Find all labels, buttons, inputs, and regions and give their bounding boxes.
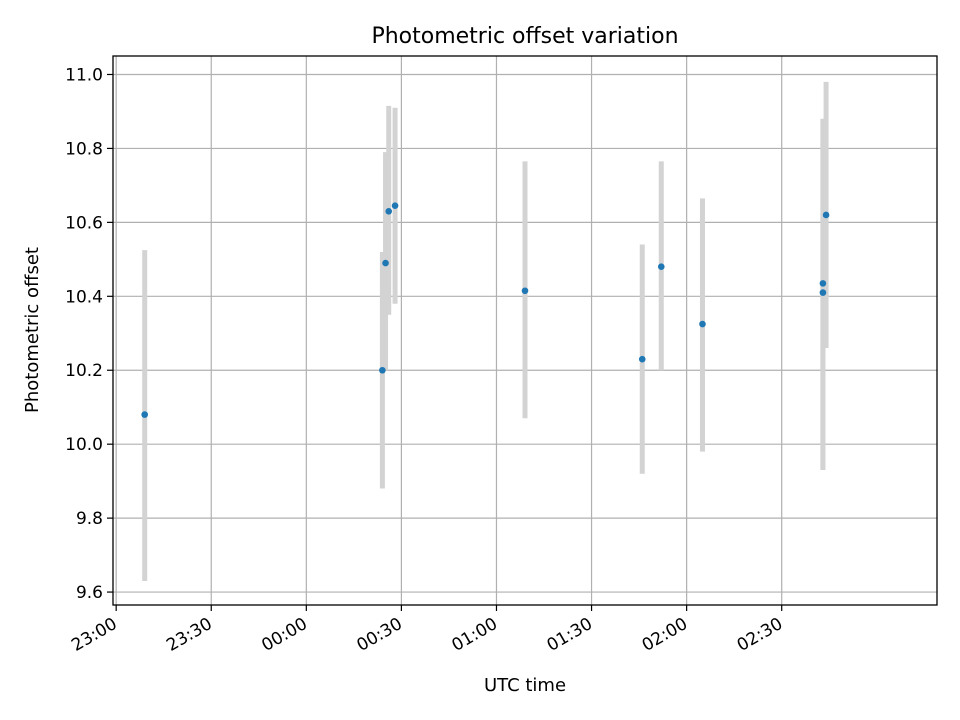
data-point <box>379 366 386 374</box>
point-layer <box>141 202 830 418</box>
y-tick-label: 9.8 <box>76 509 103 529</box>
data-point <box>385 207 393 215</box>
y-tick-label: 10.0 <box>65 435 103 455</box>
data-point <box>382 259 389 267</box>
x-tick-label: 01:30 <box>544 614 596 656</box>
data-point <box>819 280 827 287</box>
y-tick-label: 10.2 <box>65 361 103 381</box>
y-tick-label: 10.8 <box>65 139 103 159</box>
y-tick-label: 11.0 <box>65 65 103 85</box>
data-point <box>822 211 830 219</box>
data-point <box>391 202 399 210</box>
x-tick-label: 02:30 <box>734 614 786 656</box>
y-axis: 9.6 9.8 10.0 10.2 10.4 10.6 10.8 11.0 <box>65 65 113 603</box>
plot-frame <box>112 55 938 606</box>
chart-title: Photometric offset variation <box>371 24 678 49</box>
data-point <box>638 355 646 363</box>
errorbar-layer <box>142 81 829 581</box>
y-axis-label: Photometric offset <box>22 247 43 413</box>
y-tick-label: 9.6 <box>76 583 103 603</box>
data-point <box>141 411 148 418</box>
y-tick-label: 10.4 <box>65 287 103 307</box>
x-tick-label: 00:00 <box>258 614 310 656</box>
data-point <box>699 320 706 328</box>
data-point <box>657 263 665 271</box>
data-point <box>819 289 827 296</box>
x-axis: 23:00 23:30 00:00 00:30 01:00 01:30 02:00 02:30 <box>68 605 786 656</box>
x-tick-label: 23:30 <box>163 614 215 656</box>
x-tick-label: 23:00 <box>68 614 120 656</box>
x-tick-label: 00:30 <box>353 614 405 656</box>
y-tick-label: 10.6 <box>65 213 103 233</box>
data-point <box>521 287 529 295</box>
x-tick-label: 02:00 <box>639 614 691 656</box>
x-axis-label: UTC time <box>484 675 566 696</box>
x-tick-label: 01:00 <box>449 614 501 656</box>
